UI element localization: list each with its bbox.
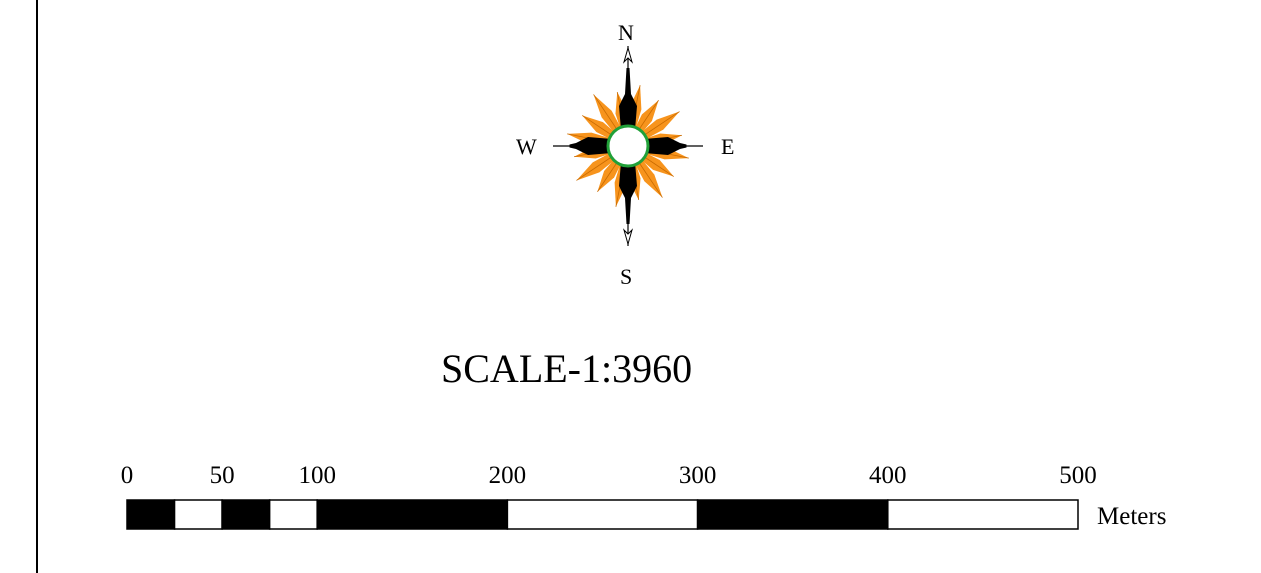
scale-bar-tick-label: 400 [869,462,907,489]
scale-bar-segment [126,499,176,530]
scale-bar-segment [506,499,699,530]
compass-label-south: S [620,264,633,289]
compass-spike-midline [582,115,614,137]
compass-arrowhead [622,46,634,64]
compass-spike-midline [593,94,619,132]
compass-spike-midline [642,155,674,177]
map-frame-border [36,0,38,573]
scale-bar-units: Meters [1097,503,1167,530]
scale-bar-segment [221,499,271,530]
scale-bar-segment [887,499,1079,530]
compass-arrowhead [622,228,634,246]
compass-spike-midline [576,155,614,181]
scale-bar-tick-label: 300 [678,462,717,489]
scale-bar-tick-label: 100 [298,462,336,489]
scale-bar-segment [316,499,509,530]
scale-bar-tick-label: 0 [120,462,134,489]
compass-label-north: N [618,20,634,45]
compass-spike-midline [637,160,663,198]
scale-bar-segment [173,499,223,530]
compass-spike-midline [637,100,659,132]
compass-spike-midline [642,111,680,137]
compass-center-ring [606,124,650,168]
scale-bar-tick-label: 500 [1059,462,1097,489]
compass-spike-midline [597,160,619,192]
scale-bar-segment [268,499,318,530]
compass-arms [553,46,703,246]
compass-label-east: E [721,134,735,159]
scale-ratio-text: SCALE-1:3960 [441,346,693,391]
scale-bar-segment [696,499,889,530]
compass-label-west: W [516,134,537,159]
scale-bar-tick-label: 200 [488,462,527,489]
scale-bar-tick-label: 50 [209,462,235,489]
